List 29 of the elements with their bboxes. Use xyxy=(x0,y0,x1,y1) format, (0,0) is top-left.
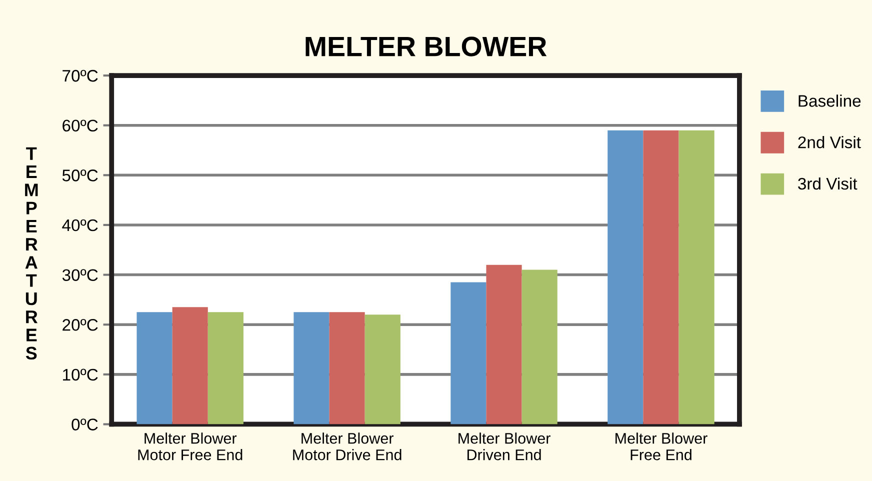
bar xyxy=(172,307,208,424)
y-tick-label: 70ºC xyxy=(62,70,98,82)
text: TEMPERATURES xyxy=(25,147,38,360)
x-tick-label: Melter Blower Motor Free End xyxy=(138,432,242,460)
y-tick-label: 60ºC xyxy=(62,120,98,132)
bar xyxy=(329,312,365,424)
bar xyxy=(608,130,644,424)
bar xyxy=(294,312,330,424)
y-tick-label: 30ºC xyxy=(62,269,98,281)
bar xyxy=(208,312,244,424)
legend-label: 3rd Visit xyxy=(798,177,858,190)
bar xyxy=(643,130,679,424)
bar xyxy=(678,130,714,424)
bar xyxy=(136,312,172,424)
bar xyxy=(522,270,558,424)
x-tick-label: Melter Blower Driven End xyxy=(458,432,550,460)
chart-title: MELTER BLOWER xyxy=(306,36,547,56)
y-tick-label: 0ºC xyxy=(72,418,98,430)
bar xyxy=(450,282,486,424)
y-tick-label: 10ºC xyxy=(63,368,98,381)
x-tick-label: Melter Blower Free End xyxy=(616,432,708,460)
bar xyxy=(486,264,522,424)
bar xyxy=(364,314,400,424)
y-tick-label: 40ºC xyxy=(62,219,98,232)
legend-label: 2nd Visit xyxy=(798,136,861,148)
y-tick-label: 50ºC xyxy=(62,170,98,182)
y-tick-label: 20ºC xyxy=(62,318,98,331)
x-tick-label: Melter Blower Motor Drive End xyxy=(293,432,402,460)
legend-label: Baseline xyxy=(798,94,861,107)
